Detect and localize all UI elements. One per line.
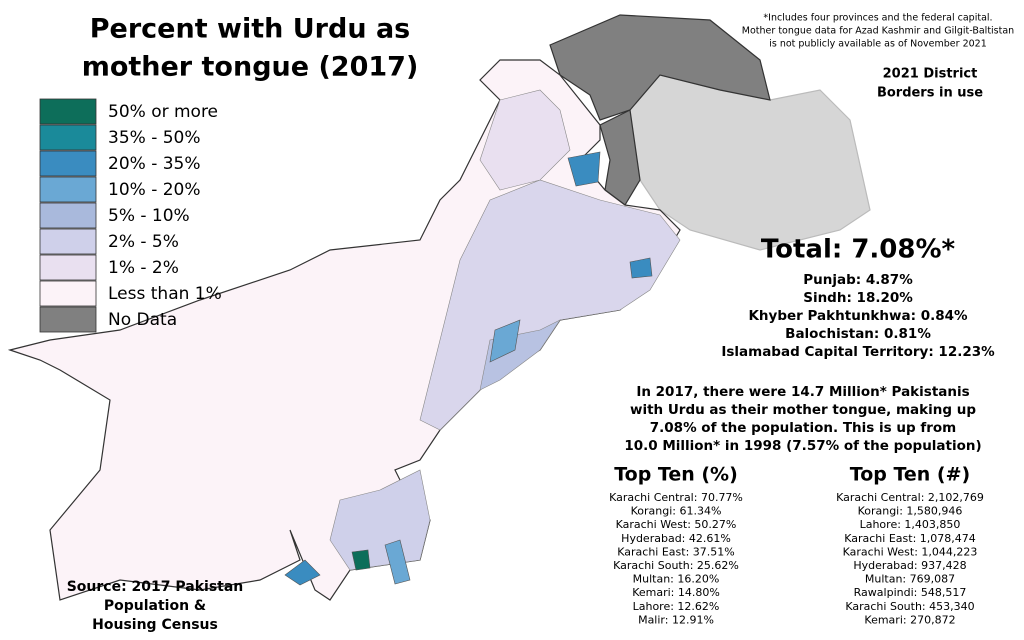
note: Mother tongue data for Azad Kashmir and …: [742, 26, 1014, 37]
top-ten-item: Karachi Central: 70.77%: [609, 491, 743, 504]
top-ten-item: Karachi East: 1,078,474: [844, 532, 976, 545]
total: Total: 7.08%*: [761, 235, 956, 265]
top-ten-item: Karachi East: 37.51%: [617, 545, 734, 558]
legend-swatch: [39, 202, 97, 229]
district-multan: [489, 319, 521, 363]
source: Population &: [104, 598, 206, 614]
top-ten-item: Korangi: 61.34%: [631, 505, 722, 518]
legend-swatch: [39, 228, 97, 255]
top-ten-item: Karachi South: 25.62%: [613, 559, 739, 572]
province-stat: Punjab: 4.87%: [803, 272, 913, 288]
top-ten-item: Hyderabad: 937,428: [853, 559, 966, 572]
top-ten-item: Malir: 12.91%: [638, 613, 714, 626]
top-ten-item: Lahore: 12.62%: [633, 600, 720, 613]
summary-line: 7.08% of the population. This is up from: [650, 420, 956, 436]
region-no-data: [549, 14, 771, 121]
top-ten-item: Karachi West: 50.27%: [616, 518, 737, 531]
summary-line: In 2017, there were 14.7 Million* Pakist…: [636, 384, 969, 400]
title: Percent with Urdu as: [90, 14, 410, 45]
province-stat: Sindh: 18.20%: [803, 290, 913, 306]
region-punjab-south: [479, 319, 561, 391]
district-islamabad: [567, 151, 601, 187]
top-ten-item: Multan: 769,087: [865, 573, 955, 586]
legend-label: No Data: [108, 310, 177, 330]
province-stat: Islamabad Capital Territory: 12.23%: [721, 344, 995, 360]
top-ten-item: Lahore: 1,403,850: [860, 518, 961, 531]
source: Source: 2017 Pakistan: [67, 579, 244, 595]
region-sindh: [329, 469, 431, 571]
province-stat: Khyber Pakhtunkhwa: 0.84%: [748, 308, 968, 324]
district-lahore: [629, 257, 653, 279]
legend-label: Less than 1%: [108, 284, 222, 304]
legend-label: 10% - 20%: [108, 180, 201, 200]
legend: 50% or more 35% - 50% 20% - 35% 10% - 20% 5%…: [39, 98, 222, 333]
legend-swatch: [39, 98, 97, 125]
legend-swatch: [39, 150, 97, 177]
legend-label: 20% - 35%: [108, 154, 201, 174]
note: *Includes four provinces and the federal…: [763, 13, 992, 24]
legend-swatch: [39, 306, 97, 333]
top-ten-item: Kemari: 14.80%: [632, 586, 720, 599]
legend-swatch: [39, 124, 97, 151]
legend-label: 2% - 5%: [108, 232, 179, 252]
note: is not publicly available as of November…: [769, 39, 987, 50]
legend-label: 35% - 50%: [108, 128, 201, 148]
map: [7, 14, 871, 601]
top-ten-item: Karachi West: 1,044,223: [843, 545, 978, 558]
province-stat: Balochistan: 0.81%: [785, 326, 931, 342]
summary-line: 10.0 Million* in 1998 (7.57% of the popu…: [624, 438, 981, 454]
top-ten-item: Korangi: 1,580,946: [858, 505, 963, 518]
summary-line: with Urdu as their mother tongue, making…: [630, 402, 976, 418]
top-ten-item: Multan: 16.20%: [633, 573, 720, 586]
top-ten-item: Hyderabad: 42.61%: [621, 532, 731, 545]
top-ten-title: Top Ten (#): [850, 464, 970, 486]
legend-label: 5% - 10%: [108, 206, 190, 226]
text-blocks: Punjab: 4.87% Sindh: 18.20% Khyber Pakhtun…: [67, 272, 995, 633]
title: mother tongue (2017): [82, 52, 419, 83]
source: Housing Census: [92, 617, 218, 633]
top-ten-item: Karachi South: 453,340: [845, 600, 974, 613]
top-ten-item: Karachi Central: 2,102,769: [836, 491, 984, 504]
borders-note: Borders in use: [877, 86, 983, 101]
legend-swatch: [39, 176, 97, 203]
borders-note: 2021 District: [883, 67, 978, 82]
legend-swatch: [39, 280, 97, 307]
top-ten-item: Kemari: 270,872: [864, 613, 955, 626]
legend-label: 50% or more: [108, 102, 218, 122]
legend-label: 1% - 2%: [108, 258, 179, 278]
legend-swatch: [39, 254, 97, 281]
district-tando: [384, 539, 411, 585]
district-karachi: [284, 559, 321, 586]
top-ten-title: Top Ten (%): [614, 464, 738, 486]
district-hyderabad: [351, 549, 371, 571]
top-ten-item: Rawalpindi: 548,517: [854, 586, 967, 599]
region-kp: [479, 89, 571, 191]
